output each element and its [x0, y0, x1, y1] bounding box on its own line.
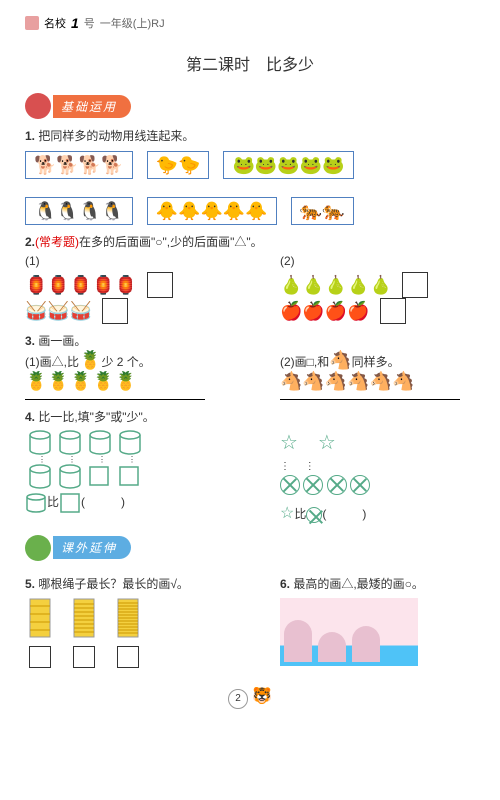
animal-box: 🐧🐧🐧🐧 — [25, 197, 133, 225]
q-num: 4. — [25, 410, 35, 424]
answer-line[interactable] — [280, 398, 460, 400]
section-label: 课外延伸 — [53, 536, 131, 559]
bunny-icon — [284, 620, 312, 662]
question-2: 2.(常考题)在多的后面画"○",少的后面画"△"。 (1) 🏮🏮🏮🏮🏮 🥁🥁🥁… — [25, 233, 475, 323]
logo-icon — [25, 16, 39, 30]
question-5: 5. 哪根绳子最长？最长的画√。 — [25, 575, 220, 668]
q-num: 1. — [25, 129, 35, 143]
grade-label: 一年级(上)RJ — [100, 15, 165, 31]
q-num: 2. — [25, 235, 35, 249]
bunny-icon — [318, 632, 346, 662]
section-extension: 课外延伸 — [25, 535, 475, 561]
question-3: 3. 画一画。 (1)画△,比🍍少 2 个。 🍍🍍🍍🍍🍍 (2)画□,和🐴同样多… — [25, 332, 475, 400]
svg-text:⋮: ⋮ — [128, 455, 136, 464]
animal-box: 🐤🐤 — [147, 151, 210, 179]
footer: 2🐯 — [25, 686, 475, 709]
header: 名校 1 号 一年级(上)RJ — [25, 15, 475, 31]
answer-box[interactable] — [73, 646, 95, 668]
page-title: 第二课时 比多少 — [25, 51, 475, 75]
svg-text:⋮: ⋮ — [98, 455, 106, 464]
series-suffix: 号 — [84, 15, 95, 31]
question-1: 1. 把同样多的动物用线连起来。 🐕🐕🐕🐕 🐤🐤 🐸🐸🐸🐸🐸 🐧🐧🐧🐧 🐥🐥🐥🐥… — [25, 127, 475, 225]
q-num: 3. — [25, 334, 35, 348]
animal-box: 🐕🐕🐕🐕 — [25, 151, 133, 179]
cat-icon: 🐯 — [252, 686, 272, 706]
svg-text:⋮: ⋮ — [38, 455, 46, 464]
animal-box: 🐸🐸🐸🐸🐸 — [223, 151, 353, 179]
q-num: 6. — [280, 577, 290, 591]
bunny-icon — [352, 626, 380, 662]
section-icon — [25, 93, 51, 119]
section-basics: 基础运用 — [25, 93, 475, 119]
series-number: 1 — [71, 15, 79, 31]
svg-text:⋮: ⋮ — [68, 455, 76, 464]
q-num: 5. — [25, 577, 35, 591]
page-number: 2 — [228, 689, 248, 709]
answer-box[interactable] — [29, 646, 51, 668]
answer-box[interactable] — [117, 646, 139, 668]
animal-box: 🐅🐅 — [291, 197, 354, 225]
answer-box[interactable] — [402, 272, 428, 298]
section-label: 基础运用 — [53, 95, 131, 118]
question-6: 6. 最高的画△,最矮的画○。 — [280, 575, 475, 668]
answer-box[interactable] — [147, 272, 173, 298]
section-icon — [25, 535, 51, 561]
school-tag: 名校 — [44, 15, 66, 31]
answer-box[interactable] — [102, 298, 128, 324]
animal-box: 🐥🐥🐥🐥🐥 — [147, 197, 277, 225]
question-4: 4. 比一比,填"多"或"少"。 ⋮⋮⋮⋮ 比( ) ☆ ☆ ⋮ ⋮ ☆比( ) — [25, 408, 475, 527]
answer-box[interactable] — [380, 298, 406, 324]
answer-line[interactable] — [25, 398, 205, 400]
worksheet-page: 名校 1 号 一年级(上)RJ 第二课时 比多少 基础运用 1. 把同样多的动物… — [0, 0, 500, 719]
